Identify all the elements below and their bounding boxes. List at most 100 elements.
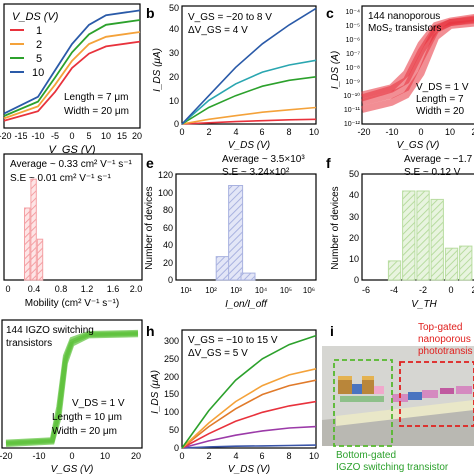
histogram-bar <box>24 207 31 281</box>
panel-h-ytick: 150 <box>164 389 179 399</box>
panel-g-xtick: 10 <box>100 451 110 461</box>
panel-h-ytick: 250 <box>164 354 179 364</box>
panel-a-xtick: 10 <box>101 131 111 141</box>
panel-e-xtick: 10⁴ <box>255 286 268 295</box>
panel-e-xtick: 10⁵ <box>280 286 292 295</box>
panel-d-xlabel: Mobility (cm² V⁻¹ s⁻¹) <box>25 298 119 309</box>
panel-a-xtick: 0 <box>69 131 74 141</box>
panel-d-xtick: 1.6 <box>107 284 120 294</box>
igzo-drain-electrode <box>362 378 374 394</box>
histogram-bar <box>459 245 473 281</box>
histogram-bar <box>387 260 402 281</box>
panel-h-ytick: 100 <box>164 407 179 417</box>
panel-c-ytick: 10⁻¹¹ <box>344 107 361 114</box>
panel-b-ytick: 10 <box>169 96 179 106</box>
panel-e-ytick: 40 <box>163 240 173 250</box>
panel-e-ytick: 0 <box>168 275 173 285</box>
panel-e-ytick: 20 <box>163 258 173 268</box>
panel-g-param-width: Width = 20 μm <box>52 426 117 437</box>
panel-d-xtick: 0 <box>5 284 10 294</box>
panel-a-xtick: -20 <box>0 131 12 141</box>
panel-a-legend: 1 2 5 10 <box>10 25 44 79</box>
panel-d: Average ~ 0.33 cm² V⁻¹ s⁻¹ S.E ~ 0.01 cm… <box>3 153 143 309</box>
panel-f-xtick: -6 <box>362 285 370 295</box>
panel-a-xlabel: V_GS (V) <box>48 144 95 156</box>
output-curve <box>181 7 317 125</box>
panel-c-ytick: 10⁻¹⁰ <box>343 92 360 100</box>
photo-drain-electrode <box>422 390 438 398</box>
panel-b-ytick: 40 <box>169 24 179 34</box>
panel-e-stat-se: S.E ~ 3.24×10² <box>222 167 290 178</box>
panel-d-xtick: 0.4 <box>28 284 41 294</box>
panel-e-frame <box>175 173 317 281</box>
panel-e-label: e <box>146 155 154 171</box>
panel-b-ylabel: I_DS (μA) <box>152 48 163 92</box>
panel-i: i Top-gated nanoporous phototransis Bott… <box>322 322 474 473</box>
legend-label-2: 2 <box>36 39 42 51</box>
panel-c-param-length: Length = 7 <box>416 94 464 105</box>
histogram-bar <box>215 256 231 281</box>
panel-h-xtick: 0 <box>179 451 184 461</box>
panel-a-series <box>3 9 141 122</box>
panel-i-label: i <box>330 323 334 339</box>
photo-top-gate <box>440 388 454 394</box>
panel-a-xtick: 20 <box>132 131 142 141</box>
igzo-transistor-stack <box>338 376 384 402</box>
panel-d-xtick: 2.0 <box>130 284 143 294</box>
panel-e-xlabel: I_on/I_off <box>225 299 268 310</box>
panel-h-xtick: 4 <box>233 451 238 461</box>
panel-f-ytick: 50 <box>349 169 359 179</box>
panel-c-xtick: 10 <box>445 127 455 137</box>
panel-f-bars <box>387 190 473 281</box>
output-curve <box>181 444 317 449</box>
panel-f-ytick: 40 <box>349 190 359 200</box>
panel-c-ytick: 10⁻⁶ <box>346 37 360 44</box>
panel-a: V_DS (V) 1 2 5 10 Length = 7 μm Width = … <box>0 3 142 156</box>
panel-b-xtick: 6 <box>259 127 264 137</box>
panel-c-annot-count: 144 nanoporous <box>368 11 440 22</box>
panel-c-xtick: -20 <box>357 127 370 137</box>
panel-b-label: b <box>146 5 155 21</box>
panel-a-xticks: -20 -15 -10 -5 0 5 10 15 20 <box>0 131 142 141</box>
panel-g-param-length: Length = 10 μm <box>52 412 122 423</box>
panel-e-xtick: 10¹ <box>180 286 192 295</box>
igzo-transfer-curve <box>5 329 139 445</box>
panel-g: 144 IGZO switching transistors V_DS = 1 … <box>0 319 143 474</box>
panel-e-yticks: 0 20 40 60 80 100 120 <box>158 170 173 285</box>
panel-a-param-width: Width = 20 μm <box>64 106 129 117</box>
panel-e-xtick: 10⁶ <box>303 286 315 295</box>
output-curve <box>181 76 317 125</box>
panel-h-xtick: 6 <box>259 451 264 461</box>
panel-g-xlabel: V_GS (V) <box>51 464 94 474</box>
panel-h-xticks: 0 2 4 6 8 10 <box>179 451 319 461</box>
output-curve <box>181 334 317 449</box>
panel-g-param-vds: V_DS = 1 V <box>72 398 125 409</box>
panel-b-ytick: 30 <box>169 48 179 58</box>
panel-b: b V_GS = −20 to 8 V ΔV_GS = 4 V 0 10 20 … <box>146 3 319 151</box>
panel-c-ytick: 10⁻⁸ <box>346 65 360 72</box>
panel-g-xticks: -20 -10 0 10 20 <box>0 451 141 461</box>
histogram-bar <box>430 198 444 281</box>
panel-b-ytick: 0 <box>174 119 179 129</box>
panel-b-xticks: 0 2 4 6 8 10 <box>179 127 319 137</box>
photo-contact <box>456 386 472 394</box>
panel-f-yticks: 0 10 20 30 40 50 <box>349 169 359 285</box>
panel-f-xtick: 2 <box>471 285 474 295</box>
transfer-curve-bundle <box>361 15 474 102</box>
panel-g-series <box>5 329 139 447</box>
panel-a-xtick: 15 <box>117 131 127 141</box>
panel-c-param-width: Width = 20 <box>416 106 465 117</box>
panel-d-xtick: 1.2 <box>81 284 94 294</box>
igzo-drain-top <box>362 376 374 380</box>
histogram-bar <box>36 238 44 281</box>
output-curve <box>181 368 317 449</box>
panel-h: h V_GS = −10 to 15 V ΔV_GS = 5 V 0 50 10… <box>146 323 319 474</box>
panel-e-ytick: 60 <box>163 223 173 233</box>
panel-e-xtick: 10² <box>205 286 217 295</box>
panel-e-xticks: 10¹ RY 10² 10³ 10⁴ 10⁵ 10⁶ <box>180 286 315 295</box>
output-curve <box>181 425 317 449</box>
output-curve <box>181 379 317 449</box>
igzo-channel <box>352 384 362 394</box>
histogram-bar <box>240 272 256 281</box>
